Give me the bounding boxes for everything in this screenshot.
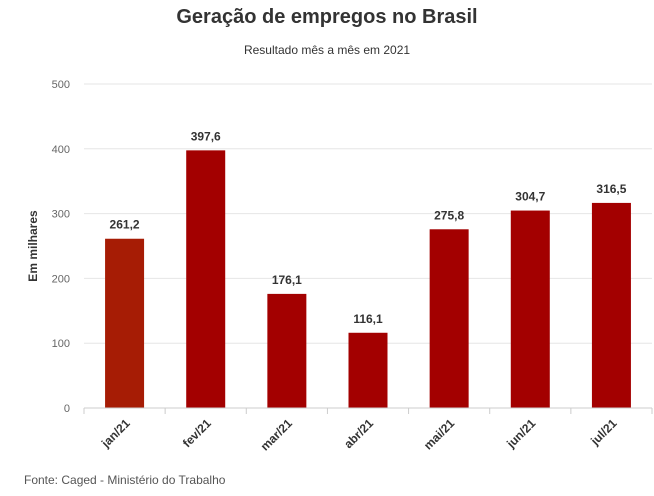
y-tick-label: 400 — [52, 144, 70, 156]
source-note: Fonte: Caged - Ministério do Trabalho — [24, 473, 226, 487]
y-tick-label: 0 — [64, 403, 70, 415]
x-tick-label: jan/21 — [98, 416, 133, 451]
x-axis: jan/21 fev/21 mar/21 abr/21 mai/21 jun/21 jul/… — [83, 407, 653, 453]
x-tick-label: mar/21 — [258, 416, 295, 453]
chart-subtitle: Resultado mês a mês em 2021 — [243, 43, 411, 57]
chart-title: Geração de empregos no Brasil — [176, 6, 478, 28]
y-tick-label: 200 — [52, 273, 70, 285]
bar — [591, 202, 631, 408]
y-tick-label: 300 — [52, 209, 70, 221]
bar — [267, 293, 307, 408]
x-tick-label: mai/21 — [421, 416, 458, 453]
y-axis: 0 100 200 300 400 500 — [52, 79, 70, 415]
y-tick-label: 100 — [52, 338, 70, 350]
x-tick-label: jun/21 — [503, 416, 538, 451]
bar — [186, 150, 226, 408]
data-label: 304,7 — [515, 190, 545, 204]
bars — [105, 150, 631, 408]
bar-chart: 0 100 200 300 400 500 261,2 397,6 176,1 116,1 275… — [26, 79, 653, 453]
gridlines — [84, 83, 652, 344]
data-label: 176,1 — [272, 273, 302, 287]
x-tick-label: fev/21 — [180, 416, 214, 450]
bar — [429, 229, 469, 408]
bar — [510, 210, 550, 408]
bar — [105, 238, 145, 408]
data-label: 116,1 — [353, 312, 383, 326]
y-tick-label: 500 — [52, 79, 70, 91]
bar — [348, 332, 388, 408]
data-label: 316,5 — [596, 182, 626, 196]
x-tick-label: jul/21 — [587, 416, 620, 449]
data-label: 397,6 — [191, 129, 221, 143]
data-label: 261,2 — [110, 218, 140, 232]
data-labels: 261,2 397,6 176,1 116,1 275,8 304,7 316,5 — [110, 129, 627, 325]
x-tick-label: abr/21 — [341, 416, 376, 451]
y-axis-title: Em milhares — [26, 210, 40, 282]
data-label: 275,8 — [434, 208, 464, 222]
